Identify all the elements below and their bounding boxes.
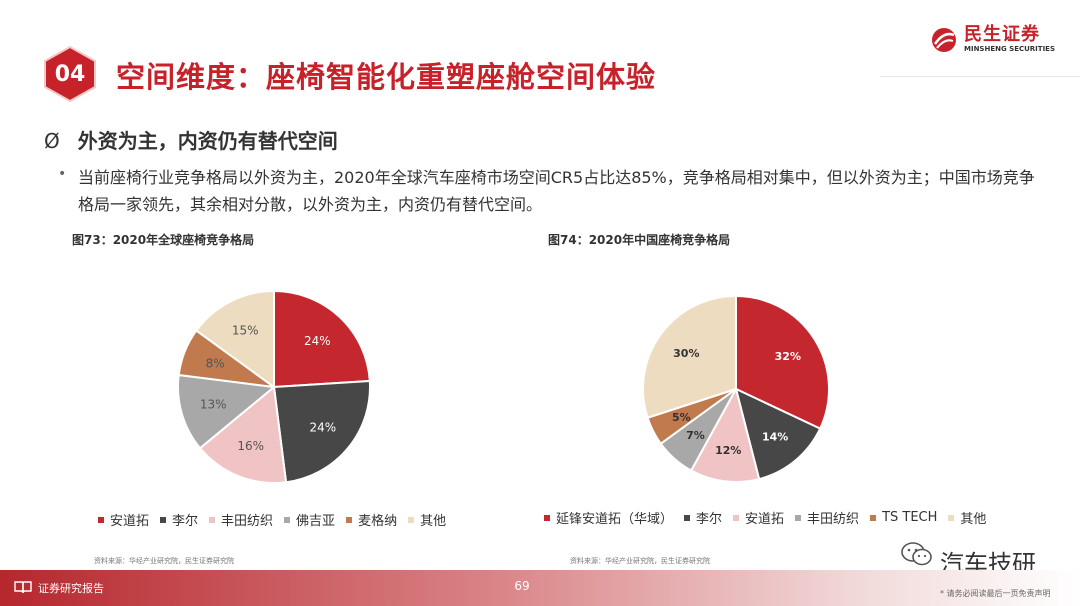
chart2-legend: 延锋安道拓（华域） 李尔 安道拓 丰田纺织 TS TECH 其他	[544, 508, 997, 527]
section-badge-icon	[44, 46, 96, 102]
legend-item: 佛吉亚	[284, 510, 335, 529]
legend-swatch	[795, 514, 802, 521]
bullet-paragraph: 当前座椅行业竞争格局以外资为主，2020年全球汽车座椅市场空间CR5占比达85%…	[78, 168, 1035, 214]
chart2-pie: 32% 14% 12% 7% 5% 30%	[642, 294, 830, 483]
pie-slice	[735, 294, 830, 430]
pie-slice	[198, 385, 288, 484]
data-label: 14%	[762, 430, 788, 443]
pie-slice	[642, 294, 737, 419]
page-title: 空间维度：座椅智能化重塑座舱空间体验	[116, 60, 657, 94]
legend-swatch	[160, 516, 167, 523]
logo-mark-icon	[932, 27, 956, 52]
legend-label: 麦格纳	[358, 514, 398, 529]
legend-item: 安道拓	[733, 508, 784, 527]
legend-item: 延锋安道拓（华域）	[544, 508, 673, 527]
legend-label: 延锋安道拓（华域）	[556, 512, 674, 527]
footer-disclaimer: * 请务必阅读最后一页免责声明	[940, 589, 1051, 598]
legend-label: 安道拓	[110, 514, 150, 529]
bullet-dot-icon: •	[58, 166, 67, 182]
legend-swatch	[948, 514, 955, 521]
legend-swatch	[209, 516, 216, 523]
data-label: 16%	[237, 439, 264, 453]
footer-label: 证券研究报告	[38, 582, 104, 595]
data-label: 8%	[206, 357, 225, 371]
company-logo: 民生证券 MINSHENG SECURITIES	[930, 26, 1055, 53]
legend-item: TS TECH	[870, 510, 937, 525]
chart2-source: 资料来源：华经产业研究院，民生证券研究院	[570, 557, 710, 565]
pie-slice	[194, 289, 275, 389]
legend-label: 其他	[420, 514, 447, 529]
data-label: 24%	[304, 334, 331, 348]
legend-item: 其他	[408, 510, 446, 529]
legend-swatch	[544, 514, 550, 521]
data-label: 12%	[715, 444, 741, 457]
data-label: 32%	[775, 350, 801, 363]
book-icon	[14, 581, 32, 594]
legend-swatch	[870, 514, 877, 521]
subtitle-text: 外资为主，内资仍有替代空间	[77, 129, 338, 153]
legend-item: 丰田纺织	[209, 510, 273, 529]
logo-name-cn: 民生证券	[964, 24, 1040, 45]
section-number: 04	[54, 61, 86, 87]
pie-slice	[177, 373, 277, 450]
chart1-title: 图73：2020年全球座椅竞争格局	[72, 233, 255, 247]
wechat-icon	[901, 542, 932, 566]
data-label: 7%	[686, 429, 705, 442]
pie-slice	[273, 289, 371, 389]
legend-label: 李尔	[172, 514, 199, 529]
legend-swatch	[408, 516, 415, 523]
subtitle-marker: Ø	[44, 129, 60, 153]
section-subtitle: Ø 外资为主，内资仍有替代空间	[44, 125, 338, 154]
data-label: 5%	[672, 411, 691, 424]
data-label: 13%	[200, 398, 227, 412]
legend-swatch	[98, 516, 104, 523]
data-label: 24%	[309, 420, 336, 434]
data-label: 15%	[232, 324, 259, 338]
legend-item: 麦格纳	[346, 510, 397, 529]
footer-bar	[0, 570, 1080, 606]
legend-label: 丰田纺织	[807, 512, 860, 527]
legend-swatch	[346, 516, 353, 523]
legend-label: TS TECH	[882, 510, 938, 525]
chart1-pie: 24% 24% 16% 13% 8% 15%	[177, 289, 371, 484]
legend-swatch	[733, 514, 740, 521]
legend-label: 其他	[960, 512, 987, 527]
pie-slice	[272, 379, 371, 484]
page-number: 69	[514, 579, 530, 593]
legend-item: 安道拓	[98, 510, 149, 529]
chart2-title: 图74：2020年中国座椅竞争格局	[548, 233, 731, 247]
chart1-source: 资料来源：华经产业研究院，民生证券研究院	[94, 557, 234, 565]
legend-label: 李尔	[696, 512, 723, 527]
legend-swatch	[284, 516, 291, 523]
header-divider	[880, 76, 1080, 77]
data-label: 30%	[673, 347, 699, 360]
legend-swatch	[684, 514, 691, 521]
legend-item: 李尔	[160, 510, 198, 529]
pie-slice	[734, 387, 822, 481]
chart1-legend: 安道拓 李尔 丰田纺织 佛吉亚 麦格纳 其他	[98, 510, 457, 529]
legend-item: 丰田纺织	[795, 508, 859, 527]
logo-name-en: MINSHENG SECURITIES	[964, 45, 1055, 53]
legend-item: 其他	[948, 508, 986, 527]
legend-item: 李尔	[684, 508, 722, 527]
legend-label: 丰田纺织	[221, 514, 274, 529]
pie-slice	[689, 386, 761, 483]
legend-label: 佛吉亚	[296, 514, 336, 529]
legend-label: 安道拓	[745, 512, 785, 527]
